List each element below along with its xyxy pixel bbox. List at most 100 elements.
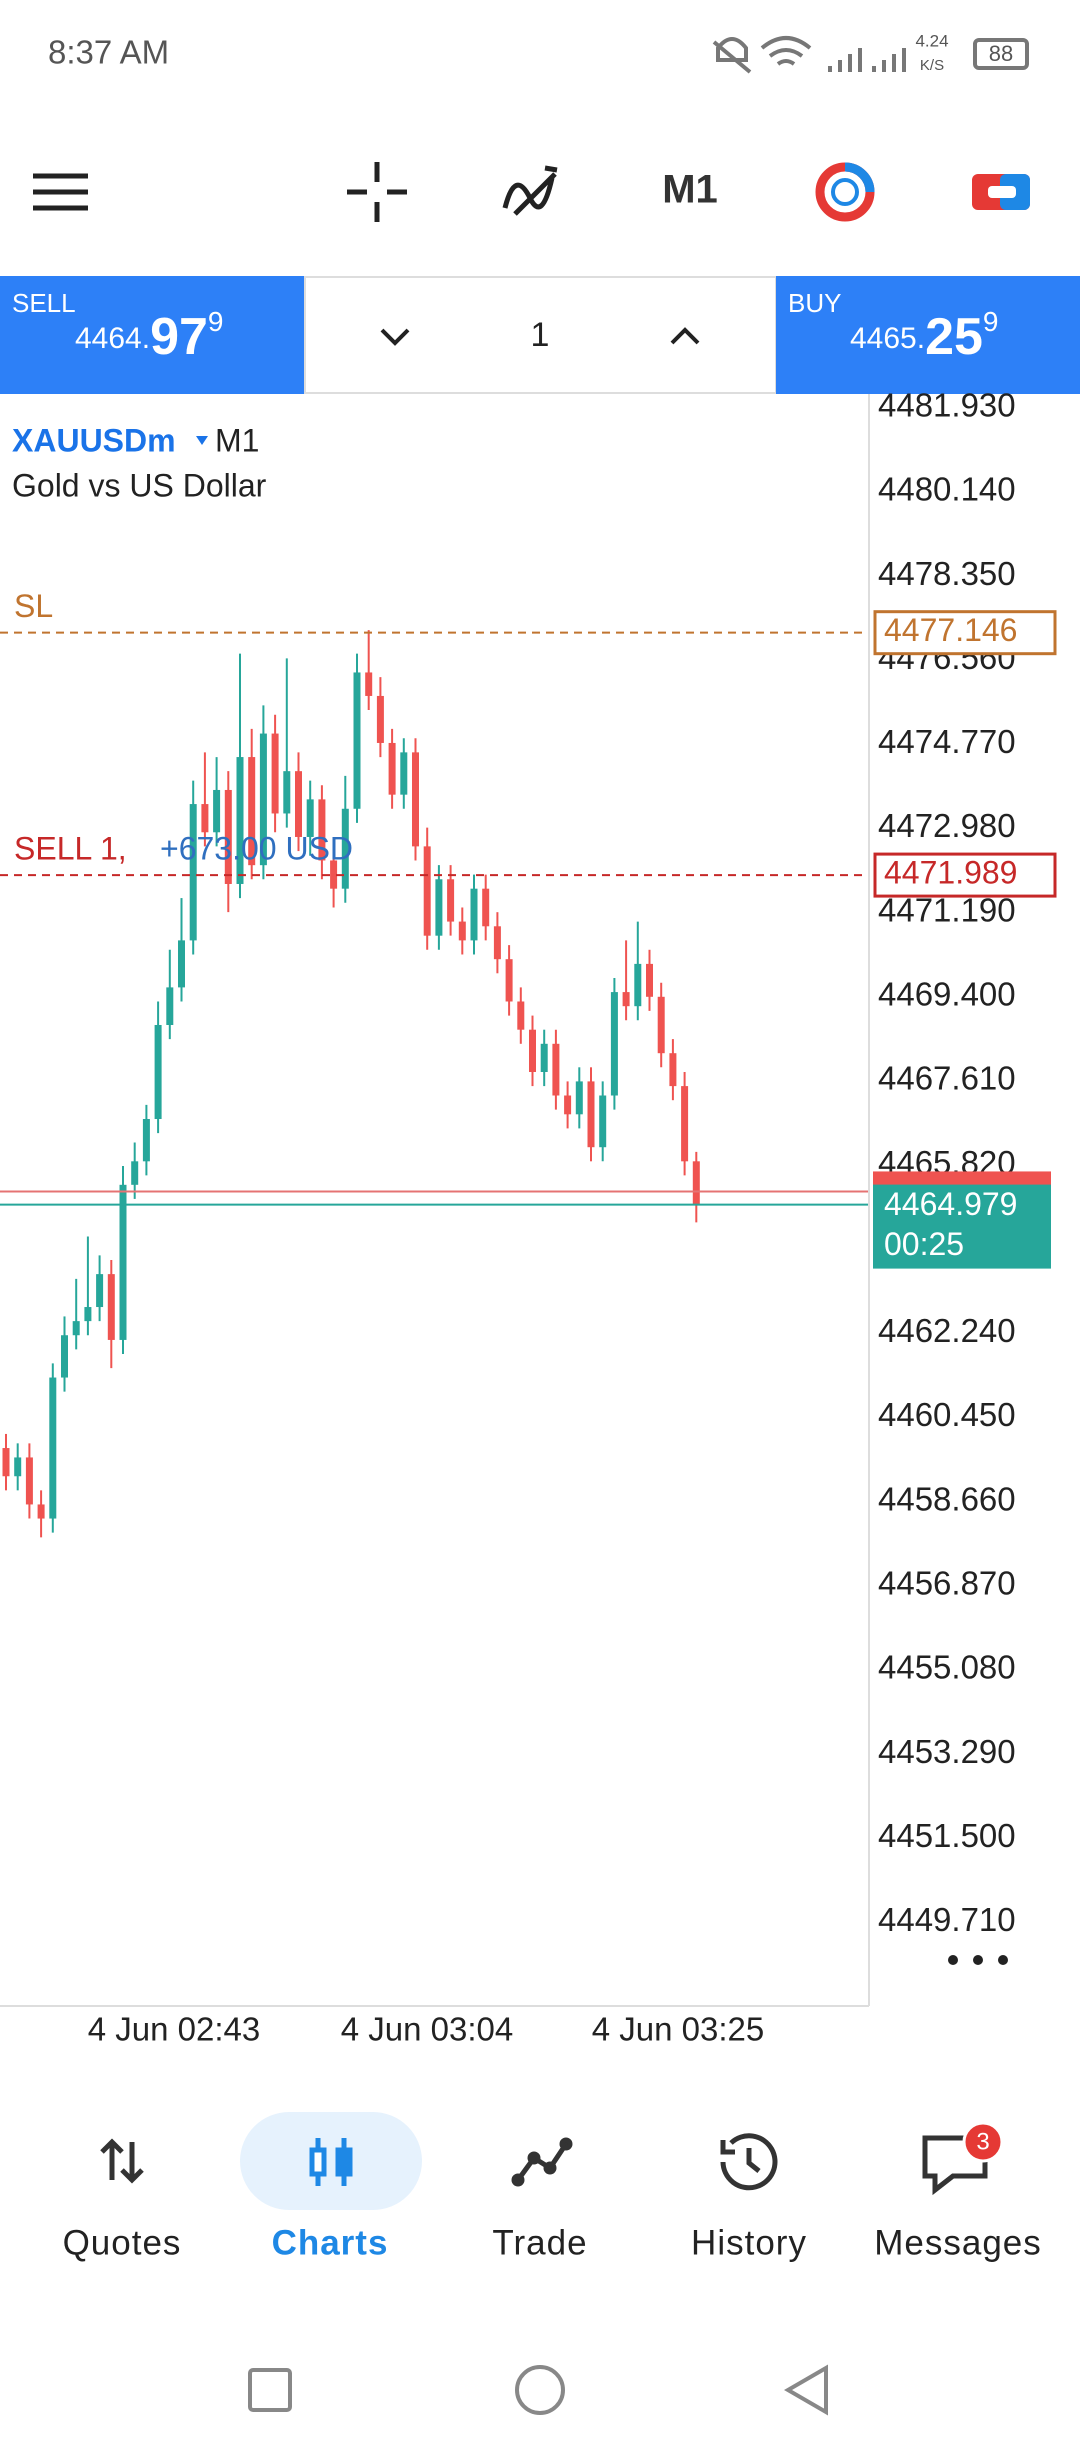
candle-body [14, 1457, 22, 1477]
candle-body [131, 1161, 139, 1185]
candle-body [330, 860, 338, 889]
candle-body [587, 1081, 595, 1148]
nav-labels: Quotes Charts Trade History Messages [63, 2223, 1042, 2262]
candle-body [189, 804, 197, 941]
status-time: 8:37 AM [48, 34, 169, 71]
y-tick-label: 4467.610 [878, 1060, 1016, 1097]
x-tick-label: 4 Jun 03:04 [341, 2011, 513, 2048]
candle-body [178, 940, 185, 988]
sell-price: 4464.979 [75, 306, 224, 365]
y-tick-label: 4480.140 [878, 471, 1016, 508]
candle-body [575, 1081, 583, 1115]
charts-icon[interactable] [309, 2138, 353, 2186]
candle-body [271, 733, 279, 814]
badge-count: 3 [976, 2128, 989, 2155]
candle-body [224, 789, 232, 884]
y-tick-label: 4469.400 [878, 976, 1016, 1013]
timeframe-button[interactable]: M1 [662, 168, 718, 212]
status-icons [712, 36, 1029, 74]
candle-body [552, 1043, 560, 1096]
system-nav[interactable] [248, 2364, 828, 2416]
candle-body [295, 771, 302, 837]
candle-body [412, 752, 419, 847]
candle-body [213, 789, 221, 833]
active-tab-bg [240, 2112, 422, 2210]
symbol-dropdown[interactable] [196, 436, 208, 445]
candle-body [37, 1504, 45, 1519]
candle-body [505, 959, 513, 1002]
order-box [873, 852, 1057, 898]
candle-body [341, 808, 349, 889]
nav-label[interactable]: Charts [272, 2223, 389, 2262]
order-profit: +673.00 USD [160, 831, 353, 867]
candle-body [610, 992, 618, 1096]
candle-body [318, 799, 326, 861]
candle-body [435, 879, 443, 936]
candle-body [458, 921, 466, 941]
sl-label: SL [14, 588, 53, 624]
candle-body [529, 1029, 536, 1072]
candle-body [493, 926, 501, 960]
candle-body [107, 1274, 115, 1340]
bar-countdown: 00:25 [884, 1226, 964, 1262]
order-price: 4471.989 [884, 855, 1017, 891]
volume-down[interactable] [380, 328, 410, 346]
more-menu[interactable] [948, 1955, 1008, 1965]
candle-body [564, 1095, 572, 1115]
toolbar-icons[interactable] [33, 162, 558, 222]
candle-body [599, 1095, 607, 1148]
y-tick-label: 4455.080 [878, 1649, 1016, 1686]
candle-body [142, 1119, 150, 1162]
candle-body [634, 963, 642, 1007]
candle-body [669, 1053, 677, 1087]
buy-label: BUY [788, 288, 841, 318]
candle-body [2, 1448, 10, 1477]
candle-body [540, 1043, 548, 1072]
bid-price: 4464.979 [884, 1186, 1017, 1222]
candle-body [72, 1321, 80, 1336]
candle-body [166, 987, 174, 1025]
volume[interactable]: 1 [531, 316, 550, 354]
nav-label[interactable]: Messages [874, 2223, 1042, 2262]
y-tick-label: 4481.930 [878, 387, 1016, 424]
badge [962, 2121, 1004, 2163]
candle-body [470, 888, 478, 941]
candle-body [365, 672, 373, 696]
candle-body [49, 1377, 57, 1519]
candle-body [25, 1457, 33, 1505]
candle-body [236, 757, 244, 884]
volume-up[interactable] [670, 327, 700, 345]
candle-body [622, 992, 630, 1007]
nav-label[interactable]: History [691, 2223, 807, 2262]
candle-body [283, 771, 291, 814]
y-tick-label: 4453.290 [878, 1733, 1016, 1770]
net-unit: K/S [920, 57, 944, 74]
candle-body [376, 695, 384, 743]
y-tick-label: 4449.710 [878, 1901, 1016, 1938]
symbol-description: Gold vs US Dollar [12, 467, 267, 503]
candle-body [447, 879, 455, 922]
y-tick-label: 4474.770 [878, 723, 1016, 760]
volume-box [304, 276, 777, 394]
candle-body [400, 752, 408, 795]
nav-label[interactable]: Quotes [63, 2223, 182, 2262]
toolbar-colored-icons[interactable] [815, 162, 1030, 222]
candle-body [201, 804, 209, 833]
candle-body [259, 733, 267, 866]
symbol[interactable]: XAUUSDm [12, 422, 176, 458]
y-tick-label: 4456.870 [878, 1564, 1016, 1601]
nav-label[interactable]: Trade [492, 2223, 587, 2262]
buy-price: 4465.259 [850, 306, 999, 365]
candle-body [154, 1024, 162, 1120]
candle-body [388, 742, 396, 795]
candle-body [517, 1001, 525, 1030]
chart-timeframe: M1 [215, 422, 259, 458]
y-tick-label: 4451.500 [878, 1817, 1016, 1854]
candle-body [353, 672, 361, 809]
order-label: SELL 1, [14, 831, 127, 867]
battery: 88 [989, 41, 1013, 66]
sell-button[interactable] [0, 276, 305, 394]
buy-button[interactable] [776, 276, 1080, 394]
